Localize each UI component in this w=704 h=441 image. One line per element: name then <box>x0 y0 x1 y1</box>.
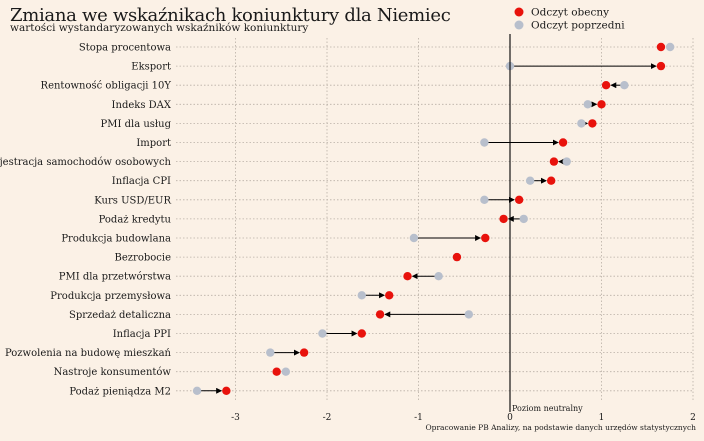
previous-dot <box>318 329 327 338</box>
x-axis: -3 -2 -1 0 1 2 <box>231 34 696 423</box>
legend-previous-label: Odczyt poprzedni <box>531 20 625 32</box>
chart-title: Zmiana we wskaźnikach koniunktury dla Ni… <box>10 5 451 26</box>
previous-dot <box>281 367 291 376</box>
current-dot <box>499 214 508 224</box>
previous-dot <box>620 81 629 90</box>
previous-dot <box>525 176 535 185</box>
current-dot <box>299 348 309 357</box>
category-label: Kurs USD/EUR <box>94 195 171 206</box>
category-label: Indeks DAX <box>112 100 172 111</box>
previous-dot <box>357 291 366 300</box>
category-label: Podaż pieniądza M2 <box>69 386 171 397</box>
category-label: PMI dla usług <box>101 119 172 130</box>
category-label: Rentowność obligacji 10Y <box>41 81 172 92</box>
current-dot <box>656 42 666 52</box>
previous-dot <box>562 157 571 166</box>
category-label: Bezrobocie <box>115 253 172 264</box>
source-note: Opracowanie PB Analizy, na podstawie dan… <box>426 423 697 432</box>
current-dot <box>385 291 394 300</box>
current-dot <box>375 310 385 319</box>
legend-current-label: Odczyt obecny <box>531 7 609 19</box>
x-tick-label: 0 <box>507 413 513 423</box>
current-dot <box>546 176 556 185</box>
current-dot <box>403 272 412 281</box>
category-label: Produkcja budowlana <box>61 234 171 245</box>
current-dot <box>481 233 490 243</box>
previous-dot <box>409 233 419 243</box>
legend-previous-swatch <box>514 20 524 30</box>
previous-dot <box>480 195 489 204</box>
x-tick-label: -1 <box>414 413 423 423</box>
previous-dot <box>434 272 443 281</box>
legend-current-swatch <box>514 7 524 17</box>
legend: Odczyt obecny Odczyt poprzedni <box>514 7 625 32</box>
current-dot <box>588 119 597 128</box>
chart-marks <box>192 42 675 395</box>
current-dot <box>656 61 666 71</box>
previous-dot <box>192 386 202 395</box>
previous-dot <box>480 138 489 147</box>
category-label: Nastroje konsumentów <box>54 367 172 378</box>
current-dot <box>272 367 281 376</box>
category-label: Inflacja PPI <box>113 329 171 340</box>
category-label: Eksport <box>131 62 171 73</box>
previous-dot <box>665 42 675 52</box>
current-dot <box>452 252 462 262</box>
previous-dot <box>577 119 586 128</box>
category-label: Produkcja przemysłowa <box>50 291 171 302</box>
chart-subtitle: wartości wystandaryzowanych wskaźników k… <box>10 22 309 34</box>
current-dot <box>549 157 559 166</box>
category-label: Pozwolenia na budowę mieszkań <box>5 348 172 359</box>
category-label: Podaż kredytu <box>99 214 172 225</box>
x-tick-label: 2 <box>690 413 696 423</box>
current-dot <box>601 81 611 90</box>
current-dot <box>222 386 231 395</box>
zero-line-label: Poziom neutralny <box>512 404 583 413</box>
current-dot <box>357 329 366 338</box>
previous-dot <box>583 100 592 109</box>
category-labels: Stopa procentowa Eksport Rentowność obliga… <box>0 43 172 398</box>
current-dot <box>558 138 568 147</box>
category-label: Sprzedaż detaliczna <box>69 310 171 321</box>
previous-dot <box>266 348 275 357</box>
grid-layer <box>176 38 694 402</box>
previous-dot <box>464 310 474 319</box>
x-tick-label: 1 <box>599 413 605 423</box>
category-label: PMI dla przetwórstwa <box>59 272 171 283</box>
current-dot <box>597 100 606 109</box>
category-label: Import <box>136 138 171 149</box>
x-tick-label: -3 <box>231 413 240 423</box>
previous-dot <box>519 214 528 224</box>
x-tick-label: -2 <box>323 413 332 423</box>
category-label: Inflacja CPI <box>112 176 171 187</box>
current-dot <box>514 195 524 204</box>
category-label: Rejestracja samochodów osobowych <box>0 157 172 168</box>
category-label: Stopa procentowa <box>79 43 171 54</box>
